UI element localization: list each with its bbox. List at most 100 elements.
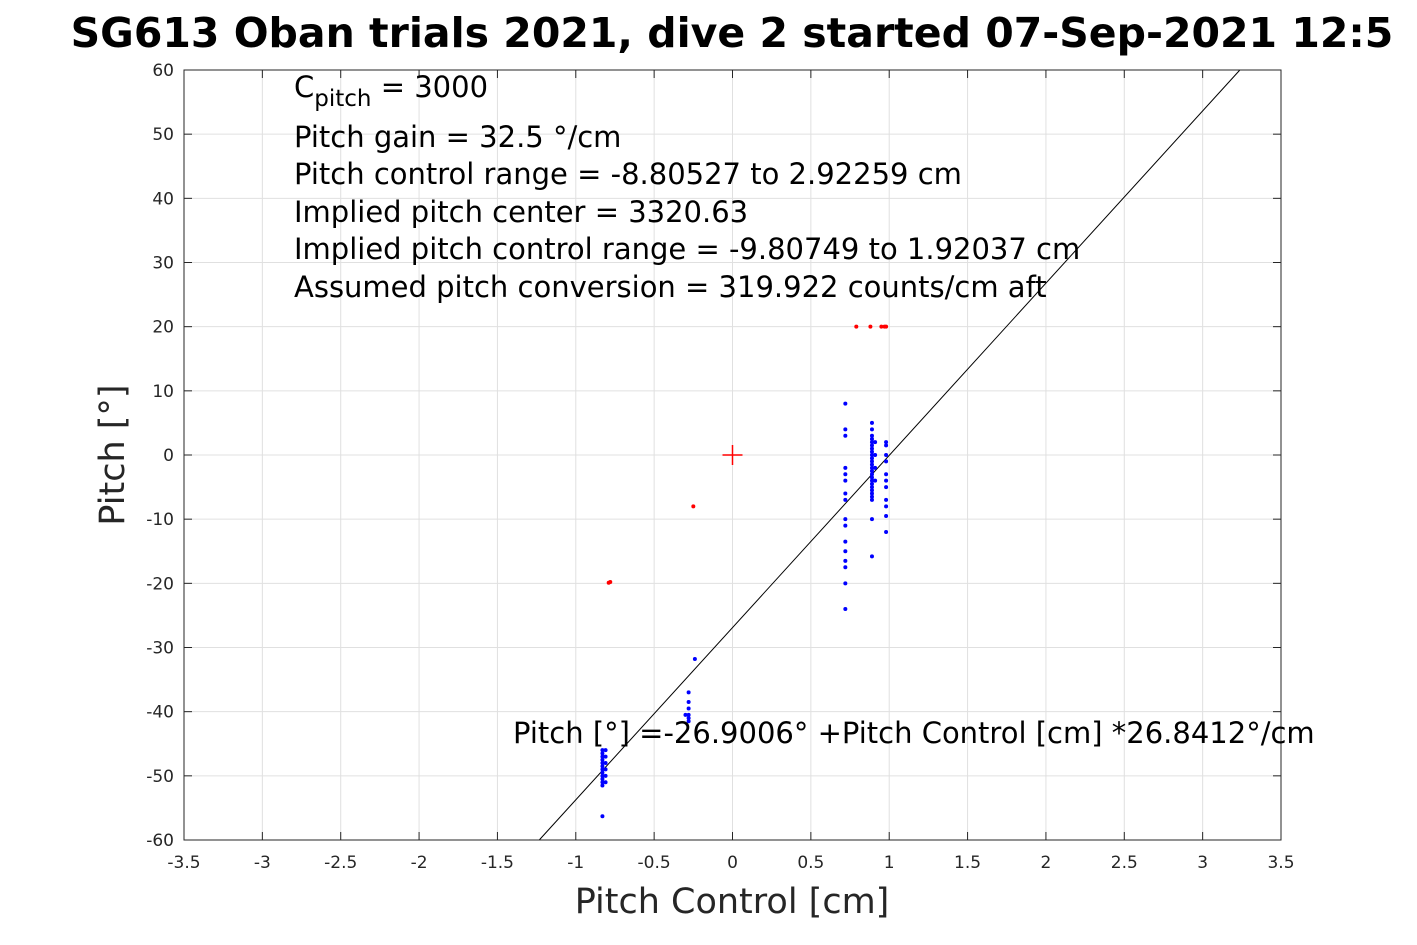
data-point <box>869 453 874 457</box>
data-point <box>869 465 874 470</box>
data-point <box>873 453 878 457</box>
y-tick-label: 20 <box>152 318 174 338</box>
y-tick-label: 60 <box>152 61 174 81</box>
data-point <box>869 497 874 502</box>
data-point <box>843 558 848 563</box>
data-point <box>683 712 688 717</box>
data-point <box>600 773 605 778</box>
data-point <box>884 530 889 534</box>
data-point <box>873 440 878 445</box>
data-point <box>600 777 605 782</box>
data-point <box>884 513 889 518</box>
annotation-line: Assumed pitch conversion = 319.922 count… <box>294 270 1047 304</box>
y-tick-label: -60 <box>146 831 174 851</box>
data-point <box>873 465 878 470</box>
data-point <box>603 761 608 765</box>
data-point <box>843 517 848 522</box>
data-point <box>869 481 874 486</box>
data-point <box>869 554 874 559</box>
y-tick-label: -50 <box>146 767 174 787</box>
rejected-point <box>854 324 859 329</box>
data-point <box>686 719 691 724</box>
rejected-point <box>879 324 884 329</box>
x-tick-label: -0.5 <box>638 853 671 873</box>
data-point <box>603 780 608 785</box>
fit-equation: Pitch [°] =-26.9006° +Pitch Control [cm]… <box>513 716 1315 750</box>
data-point <box>884 443 889 448</box>
data-point <box>600 814 605 819</box>
x-tick-label: 1.5 <box>954 853 981 873</box>
data-point <box>600 748 605 753</box>
x-tick-label: 0 <box>727 853 738 873</box>
data-point <box>869 443 874 448</box>
data-point <box>869 485 874 490</box>
data-point <box>600 770 605 775</box>
data-point <box>843 539 848 544</box>
y-tick-label: -20 <box>146 574 174 594</box>
annotation-block: Cpitch = 3000 Pitch gain = 32.5 °/cmPitch… <box>294 70 1080 304</box>
y-tick-label: -10 <box>146 510 174 530</box>
y-tick-label: 40 <box>152 189 174 209</box>
data-point <box>869 472 874 477</box>
data-point <box>600 751 605 756</box>
rejected-point <box>608 580 613 585</box>
x-tick-label: -1 <box>567 853 584 873</box>
y-tick-label: 0 <box>163 446 174 466</box>
data-point <box>884 504 889 509</box>
y-tick-label: 30 <box>152 254 174 274</box>
data-point <box>843 478 848 483</box>
data-point <box>603 754 608 759</box>
center-marker-group <box>722 445 743 465</box>
data-point <box>600 783 605 788</box>
data-point <box>869 478 874 483</box>
data-point <box>869 494 874 499</box>
rejected-point <box>868 324 873 329</box>
data-point <box>843 565 848 570</box>
data-point <box>686 712 691 717</box>
x-tick-label: -2 <box>411 853 428 873</box>
annotation-line: Cpitch = 3000 <box>294 70 488 112</box>
data-point <box>843 433 848 438</box>
x-axis-label: Pitch Control [cm] <box>575 882 890 922</box>
data-point <box>869 491 874 496</box>
x-tick-label: -2.5 <box>324 853 357 873</box>
data-point <box>843 523 848 528</box>
data-point <box>884 453 889 457</box>
fit-line <box>538 69 1241 841</box>
data-point <box>843 491 848 496</box>
data-point <box>603 748 608 753</box>
data-point <box>692 657 697 662</box>
y-tick-label: 10 <box>152 382 174 402</box>
annotation-line: Pitch control range = -8.80527 to 2.9225… <box>294 157 962 191</box>
data-point <box>600 764 605 769</box>
data-point <box>869 446 874 451</box>
data-point <box>600 780 605 785</box>
data-point <box>603 767 608 772</box>
data-point <box>869 433 874 438</box>
axis-ticks: -3.5 -3 -2.5 -2 -1.5 -1 -0.5 0 0.5 1 1.5 2 2.5 3 3.5 -6… <box>146 61 1294 873</box>
x-tick-label: -3.5 <box>167 853 200 873</box>
data-point <box>869 440 874 445</box>
x-tick-label: -3 <box>254 853 271 873</box>
data-point <box>686 716 691 721</box>
data-point <box>600 757 605 762</box>
data-point <box>843 465 848 470</box>
data-point <box>843 427 848 432</box>
chart-title: SG613 Oban trials 2021, dive 2 started 0… <box>71 9 1394 57</box>
data-point <box>869 462 874 467</box>
data-point <box>869 475 874 480</box>
data-point <box>884 478 889 483</box>
data-point <box>600 767 605 772</box>
data-point <box>869 427 874 432</box>
data-point <box>686 706 691 711</box>
annotation-line: Implied pitch center = 3320.63 <box>294 195 748 229</box>
rejected-point <box>691 504 696 509</box>
data-point <box>884 459 889 464</box>
fit-line-group <box>538 69 1241 841</box>
x-tick-label: -1.5 <box>481 853 514 873</box>
y-tick-label: -30 <box>146 639 174 659</box>
x-tick-label: 2.5 <box>1111 853 1138 873</box>
data-point <box>884 485 889 490</box>
data-point <box>869 436 874 441</box>
annotation-line: Pitch gain = 32.5 °/cm <box>294 120 621 154</box>
